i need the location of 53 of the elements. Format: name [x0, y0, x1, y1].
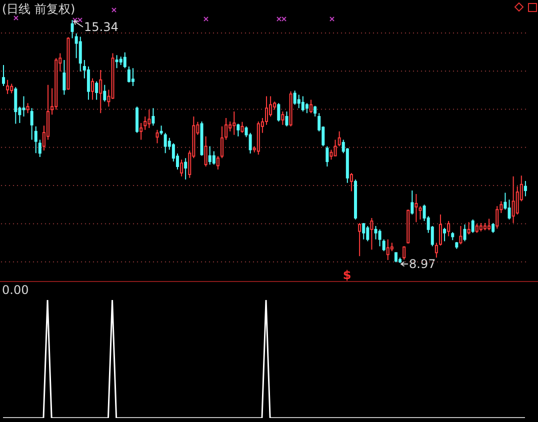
candlestick: [148, 109, 151, 128]
candlestick: [418, 206, 422, 220]
candlestick: [78, 36, 82, 72]
candlestick: [91, 78, 94, 100]
chart-title: 0.00: [2, 283, 29, 297]
text: $: [342, 268, 352, 282]
candlestick: [370, 217, 374, 250]
candlestick: [350, 172, 353, 192]
candlestick: [86, 66, 90, 100]
candlestick: [34, 126, 38, 154]
candlestick: [208, 146, 212, 166]
candlestick: [220, 126, 224, 159]
candlestick: [140, 122, 143, 140]
candlestick: [184, 158, 188, 180]
candlestick: [212, 150, 216, 166]
candlestick: [338, 130, 341, 147]
candlestick: [14, 86, 18, 124]
candlestick: [488, 218, 491, 231]
candlestick: [508, 199, 511, 220]
candlestick: [115, 54, 118, 69]
candlestick: [2, 64, 5, 86]
candlestick: [156, 129, 159, 144]
candlestick: [297, 94, 300, 109]
candlestick: [22, 96, 26, 118]
candlestick: [131, 68, 134, 86]
candlestick: [459, 225, 462, 245]
candlestick: [30, 108, 34, 140]
candlestick: [410, 190, 414, 216]
candlestick: [467, 222, 470, 235]
chart-title: (日线 前复权): [2, 2, 76, 16]
candlestick: [62, 60, 66, 96]
candlestick: [152, 108, 155, 126]
candlestick: [95, 80, 98, 100]
candlestick: [330, 149, 333, 160]
candlestick: [204, 136, 208, 167]
candlestick: [70, 20, 74, 39]
candlestick: [358, 222, 362, 257]
candlestick: [524, 180, 527, 197]
annotation: 8.97: [409, 257, 436, 271]
candlestick: [438, 214, 442, 246]
candlestick: [386, 238, 390, 260]
candlestick: [374, 225, 378, 240]
candlestick: [6, 79, 10, 95]
candlestick: [232, 111, 236, 136]
candlestick: [265, 96, 268, 126]
candlestick: [144, 116, 147, 130]
candlestick: [443, 227, 446, 242]
candlestick: [414, 193, 418, 223]
candlestick: [224, 118, 228, 140]
candlestick: [512, 176, 515, 224]
candlestick: [160, 125, 163, 136]
candlestick: [99, 69, 102, 114]
annotation: 15.34: [84, 20, 118, 34]
